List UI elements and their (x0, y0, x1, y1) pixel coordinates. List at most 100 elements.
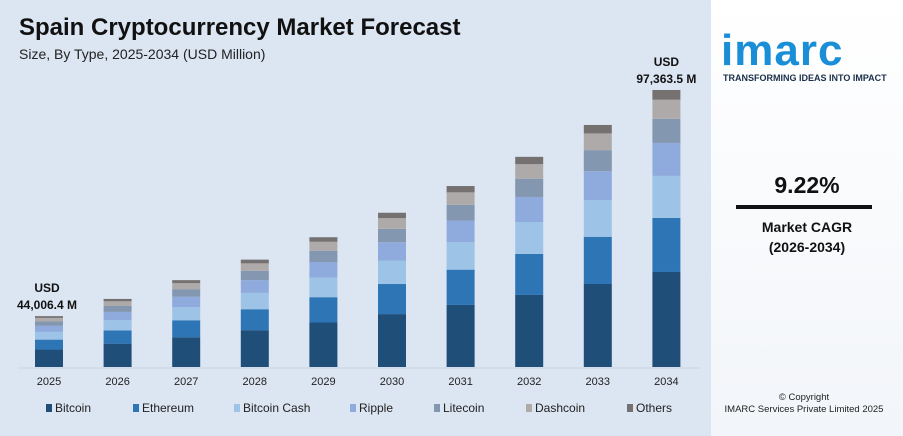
bar-segment-bitcoin-2030 (378, 314, 406, 367)
data-label: USD (654, 55, 680, 69)
chart-subtitle: Size, By Type, 2025-2034 (USD Million) (19, 46, 266, 62)
bar-segment-bitcoin-cash-2032 (515, 221, 544, 254)
bar-segment-dashcoin-2026 (103, 301, 132, 307)
bar-segment-ripple-2026 (103, 311, 132, 321)
bar-segment-ethereum-2028 (240, 309, 269, 331)
bar-segment-ethereum-2030 (378, 284, 406, 315)
bar-segment-bitcoin-2033 (583, 283, 612, 367)
cagr-period: (2026-2034) (768, 239, 846, 255)
x-tick-label: 2034 (654, 376, 678, 388)
bar-segment-bitcoin-2026 (103, 343, 132, 367)
bar-segment-bitcoin-cash-2031 (446, 242, 475, 270)
bar-segment-ethereum-2034 (652, 217, 681, 272)
imarc-logo: imarc (721, 26, 844, 75)
bar-segment-others-2030 (378, 212, 406, 219)
x-tick-label: 2028 (243, 376, 267, 388)
bar-segment-bitcoin-2027 (172, 337, 201, 367)
bar-segment-dashcoin-2030 (378, 218, 406, 229)
bar-segment-bitcoin-2029 (309, 322, 338, 367)
legend-swatch (350, 404, 356, 412)
bar-segment-dashcoin-2029 (309, 241, 338, 251)
bar-segment-dashcoin-2032 (515, 164, 544, 179)
x-tick-label: 2025 (37, 376, 61, 388)
chart-panel: 2025 USD 44,006.4 M 2026 2027 2028 2029 2030 203… (0, 0, 711, 436)
legend-item-bitcoin-cash: Bitcoin Cash (234, 401, 310, 415)
cagr-label: Market CAGR (761, 219, 853, 235)
bar-segment-ripple-2033 (583, 171, 612, 200)
legend-label: Bitcoin (55, 401, 92, 415)
legend: Bitcoin Ethereum Bitcoin Cash Ripple Litecoi… (0, 401, 711, 419)
bar-segment-ripple-2034 (652, 142, 681, 176)
legend-swatch (526, 404, 532, 412)
bar-segment-bitcoin-cash-2030 (378, 260, 406, 285)
stacked-bar-chart: 2025 USD 44,006.4 M 2026 2027 2028 2029 2030 203… (17, 55, 700, 388)
legend-item-bitcoin: Bitcoin (46, 401, 91, 415)
bar-segment-litecoin-2033 (583, 150, 612, 172)
bar-segment-dashcoin-2034 (652, 99, 681, 119)
copyright: © Copyright (778, 392, 830, 403)
bar-segment-others-2028 (240, 259, 269, 264)
bar-segment-ripple-2032 (515, 196, 544, 222)
bar-segment-litecoin-2028 (240, 270, 269, 281)
bar-segment-dashcoin-2031 (446, 192, 475, 205)
bar-segment-litecoin-2025 (35, 321, 63, 326)
bar-segment-bitcoin-cash-2029 (309, 277, 338, 298)
bar-segment-litecoin-2030 (378, 228, 406, 243)
bar-segment-bitcoin-cash-2026 (103, 320, 132, 331)
chart-title: Spain Cryptocurrency Market Forecast (19, 14, 461, 41)
bar-segment-bitcoin-cash-2033 (583, 199, 612, 237)
data-label: USD (34, 281, 60, 295)
legend-swatch (133, 404, 139, 412)
divider (736, 205, 872, 209)
legend-swatch (46, 404, 52, 412)
bar-segment-bitcoin-2028 (240, 330, 269, 367)
x-tick-label: 2026 (105, 376, 129, 388)
bar-segment-bitcoin-cash-2027 (172, 307, 201, 321)
bar-segment-litecoin-2032 (515, 178, 544, 197)
bar-segment-ripple-2025 (35, 325, 63, 332)
bar-segment-ethereum-2027 (172, 320, 201, 338)
legend-item-ethereum: Ethereum (133, 401, 194, 415)
x-tick-label: 2029 (311, 376, 335, 388)
legend-label: Ripple (359, 401, 394, 415)
brand-tagline: TRANSFORMING IDEAS INTO IMPACT (723, 73, 887, 83)
bar-segment-others-2034 (652, 90, 681, 100)
legend-label: Litecoin (443, 401, 485, 415)
bar-segment-others-2033 (583, 124, 612, 134)
data-label: 97,363.5 M (636, 72, 696, 86)
data-label: 44,006.4 M (17, 298, 77, 312)
bar-segment-ethereum-2032 (515, 253, 544, 295)
bar-segment-litecoin-2027 (172, 289, 201, 297)
bar-segment-ripple-2031 (446, 220, 475, 243)
info-panel: imarc TRANSFORMING IDEAS INTO IMPACT 9.2… (711, 0, 903, 436)
bar-segment-ripple-2027 (172, 296, 201, 308)
bar-segment-litecoin-2034 (652, 118, 681, 143)
bar-segment-others-2029 (309, 237, 338, 242)
bar-segment-ethereum-2025 (35, 339, 63, 350)
legend-swatch (234, 404, 240, 412)
bar-segment-dashcoin-2033 (583, 133, 612, 151)
legend-label: Ethereum (142, 401, 195, 415)
legend-item-others: Others (627, 401, 672, 415)
bar-segment-bitcoin-cash-2025 (35, 331, 63, 340)
bar-segment-others-2025 (35, 316, 63, 318)
bar-segment-others-2026 (103, 298, 132, 302)
x-tick-label: 2033 (586, 376, 610, 388)
x-tick-label: 2027 (174, 376, 198, 388)
bar-segment-litecoin-2031 (446, 204, 475, 221)
legend-item-litecoin: Litecoin (434, 401, 484, 415)
bar-segment-bitcoin-cash-2028 (240, 292, 269, 310)
bar-segment-ethereum-2031 (446, 269, 475, 305)
bar-segment-litecoin-2029 (309, 250, 338, 263)
bar-segment-dashcoin-2025 (35, 317, 63, 322)
bar-segment-ethereum-2026 (103, 330, 132, 344)
bar-segment-bitcoin-2032 (515, 294, 544, 367)
bar-segment-ripple-2028 (240, 280, 269, 293)
bar-segment-bitcoin-2025 (35, 349, 63, 367)
bar-segment-bitcoin-cash-2034 (652, 175, 681, 218)
bar-segment-others-2031 (446, 186, 475, 193)
bar-segment-ethereum-2029 (309, 297, 338, 323)
bar-segment-dashcoin-2027 (172, 283, 201, 290)
legend-label: Dashcoin (535, 401, 586, 415)
copyright-owner: IMARC Services Private Limited 2025 (724, 404, 884, 415)
